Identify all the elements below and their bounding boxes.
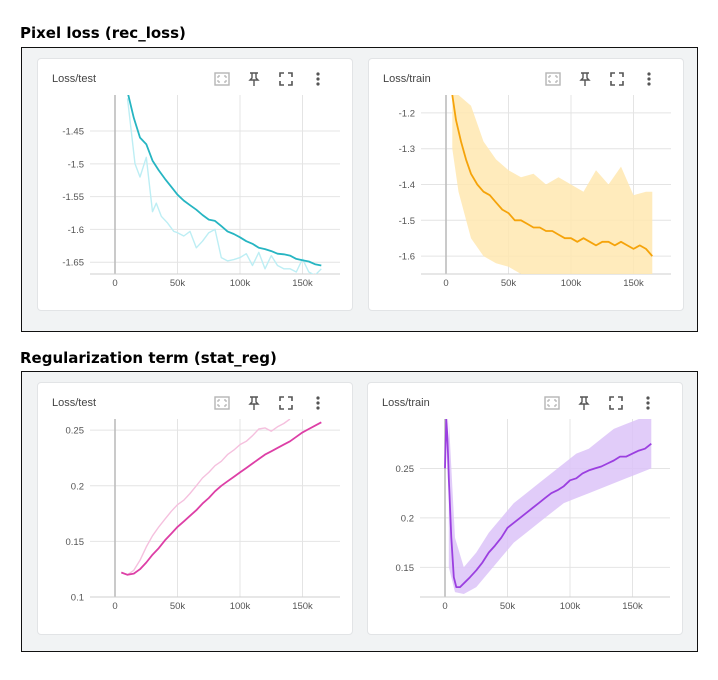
fit-domain-icon[interactable] xyxy=(213,70,231,88)
y-tick-label: 0.25 xyxy=(66,426,85,437)
smoothed-series-line xyxy=(120,421,322,576)
x-tick-label: 50k xyxy=(170,601,186,612)
y-tick-label: -1.6 xyxy=(68,225,84,236)
x-tick-label: 150k xyxy=(622,601,643,612)
x-tick-label: 150k xyxy=(623,278,644,289)
y-tick-label: 0.1 xyxy=(71,593,84,604)
x-tick-label: 150k xyxy=(292,601,313,612)
chart-title: Loss/test xyxy=(52,397,97,409)
pin-icon[interactable] xyxy=(245,70,263,88)
chart-title: Loss/test xyxy=(52,73,97,85)
raw-series-line xyxy=(126,98,322,274)
x-tick-label: 100k xyxy=(230,601,251,612)
pin-icon[interactable] xyxy=(245,394,263,412)
more-vert-icon[interactable] xyxy=(309,394,327,412)
y-tick-label: -1.65 xyxy=(62,258,84,269)
x-tick-label: 0 xyxy=(112,278,117,289)
x-tick-label: 50k xyxy=(501,278,517,289)
fullscreen-icon[interactable] xyxy=(277,70,295,88)
raw-series-line xyxy=(121,419,291,576)
x-tick-label: 0 xyxy=(443,278,448,289)
chart-card: Loss/test xyxy=(37,382,353,635)
x-tick-label: 100k xyxy=(561,278,582,289)
y-tick-label: -1.5 xyxy=(399,216,415,227)
section-title-pixel-loss: Pixel loss (rec_loss) xyxy=(20,24,186,42)
y-tick-label: -1.55 xyxy=(62,192,84,203)
fullscreen-icon[interactable] xyxy=(608,70,626,88)
chart-title: Loss/train xyxy=(383,73,431,85)
pin-icon[interactable] xyxy=(576,70,594,88)
y-tick-label: 0.15 xyxy=(66,537,85,548)
x-tick-label: 100k xyxy=(560,601,581,612)
y-tick-label: 0.2 xyxy=(71,481,84,492)
more-vert-icon[interactable] xyxy=(309,70,327,88)
y-tick-label: -1.4 xyxy=(399,180,415,191)
more-vert-icon[interactable] xyxy=(639,394,657,412)
raw-series-band xyxy=(448,419,652,594)
raw-series-band xyxy=(452,95,653,274)
x-tick-label: 150k xyxy=(292,278,313,289)
more-vert-icon[interactable] xyxy=(640,70,658,88)
smoothed-series-line xyxy=(451,95,653,257)
fit-domain-icon[interactable] xyxy=(543,394,561,412)
smoothed-series-line xyxy=(127,95,322,267)
fit-domain-icon[interactable] xyxy=(544,70,562,88)
pin-icon[interactable] xyxy=(575,394,593,412)
y-tick-label: 0.2 xyxy=(401,513,414,524)
chart-title: Loss/train xyxy=(382,397,430,409)
y-tick-label: -1.45 xyxy=(62,127,84,138)
y-tick-label: 0.15 xyxy=(396,563,415,574)
x-tick-label: 50k xyxy=(500,601,516,612)
chart-card: Loss/test xyxy=(37,58,353,311)
y-tick-label: -1.2 xyxy=(399,108,415,119)
section-title-regularization: Regularization term (stat_reg) xyxy=(20,349,277,367)
x-tick-label: 100k xyxy=(230,278,251,289)
fit-domain-icon[interactable] xyxy=(213,394,231,412)
fullscreen-icon[interactable] xyxy=(607,394,625,412)
y-tick-label: -1.6 xyxy=(399,252,415,263)
y-tick-label: -1.3 xyxy=(399,144,415,155)
x-tick-label: 0 xyxy=(442,601,447,612)
fullscreen-icon[interactable] xyxy=(277,394,295,412)
smoothed-series-line xyxy=(444,419,652,588)
y-tick-label: 0.25 xyxy=(396,464,415,475)
y-tick-label: -1.5 xyxy=(68,159,84,170)
x-tick-label: 50k xyxy=(170,278,186,289)
x-tick-label: 0 xyxy=(112,601,117,612)
